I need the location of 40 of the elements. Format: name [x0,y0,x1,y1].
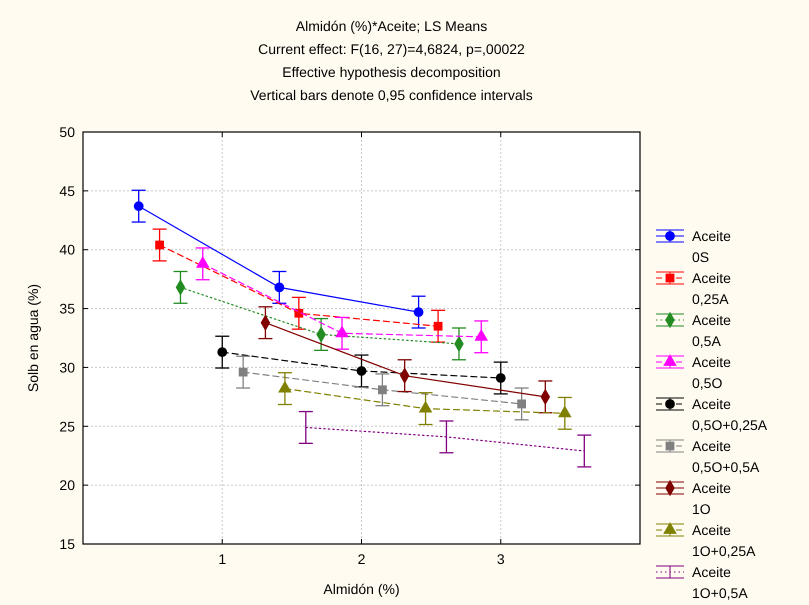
legend-label: Aceite 0,5O [692,354,732,391]
legend-label: Aceite 0S [692,228,732,265]
y-tick-label: 45 [59,182,76,199]
y-tick-label: 30 [59,359,76,376]
point [434,322,442,331]
legend-label: Aceite 1O [692,480,732,517]
point [419,401,432,413]
point [414,307,424,317]
point [558,406,572,418]
legend-label: Aceite 1O+0,25A [692,522,756,559]
y-tick-label: 25 [59,418,76,434]
legend-label: Aceite 0,25A [692,270,732,307]
y-tick-label: 50 [59,124,76,140]
y-tick-label: 15 [59,536,76,552]
point [496,373,506,383]
legend-label: Aceite 0,5A [692,312,732,349]
y-tick-label: 35 [59,300,76,317]
y-tick-label: 20 [59,477,76,494]
point [155,240,164,250]
chart-subtitle: Current effect: F(16, 27)=4,6824, p=,00022 [258,41,526,57]
text: Effective hypothesis decomposition [282,64,501,80]
point [238,368,248,377]
legend-label: Aceite 0,5O+0,5A [692,438,760,475]
x-axis-title: Almidón (%) [323,581,400,597]
legend-label: Aceite 1O+0,5A [692,564,748,601]
point [274,282,284,292]
point [278,381,292,393]
y-tick-label: 40 [59,242,76,258]
x-tick-label: 1 [218,551,226,567]
point [217,347,228,358]
x-tick-label: 3 [496,551,505,567]
x-tick-label: 2 [358,551,366,567]
chart-title: Almidón (%)*Aceite; LS Means [296,18,488,34]
point [356,366,366,376]
point [134,201,144,212]
legend-label: Aceite 0,5O+0,25A [692,396,768,433]
point [378,385,387,394]
y-axis-title: Solb en agua (%) [25,284,41,392]
point [517,400,526,408]
text: Vertical bars denote 0,95 confidence intervals [250,87,533,103]
